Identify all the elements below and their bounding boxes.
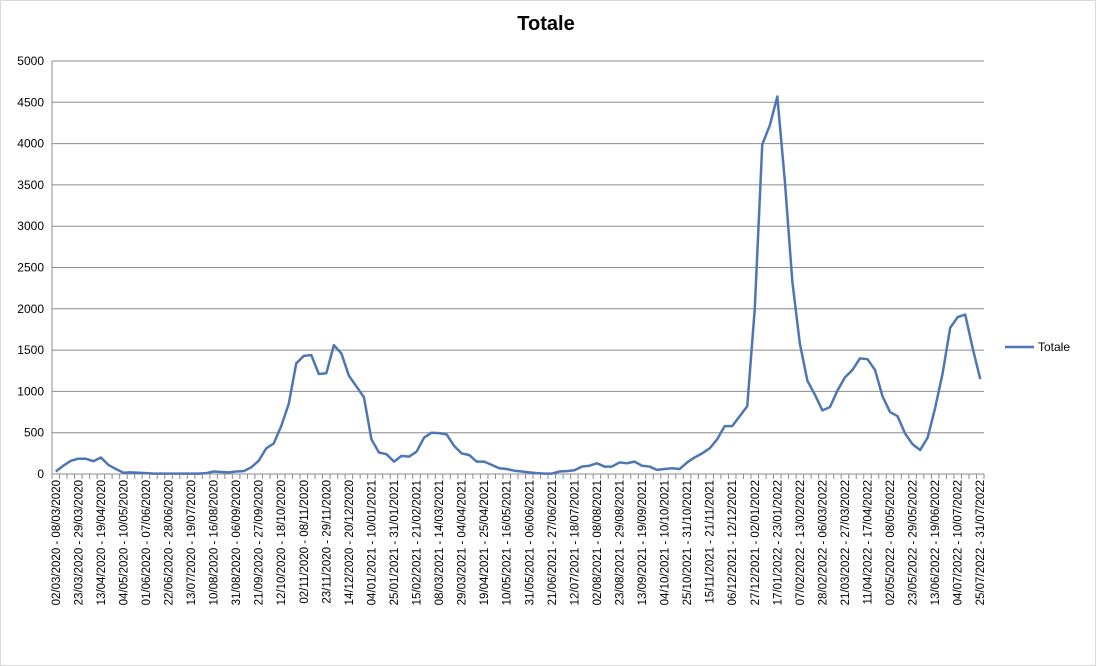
x-tick-label: 04/05/2020 - 10/05/2020 bbox=[118, 480, 130, 605]
y-tick-label: 500 bbox=[24, 426, 44, 440]
x-tick-label: 10/08/2020 - 16/08/2020 bbox=[209, 480, 221, 605]
y-tick-label: 2500 bbox=[17, 261, 44, 275]
x-tick-label: 10/05/2021 - 16/05/2021 bbox=[502, 480, 514, 605]
legend-label: Totale bbox=[1038, 340, 1070, 354]
x-tick-label: 19/04/2021 - 25/04/2021 bbox=[479, 480, 491, 605]
x-tick-label: 13/04/2020 - 19/04/2020 bbox=[96, 480, 108, 605]
x-tick-label: 02/11/2020 - 08/11/2020 bbox=[299, 480, 311, 604]
y-tick-label: 4000 bbox=[17, 137, 44, 151]
x-tick-label: 08/03/2021 - 14/03/2021 bbox=[434, 480, 446, 605]
x-tick-label: 02/05/2022 - 08/05/2022 bbox=[885, 480, 897, 605]
x-tick-label: 31/05/2021 - 06/06/2021 bbox=[524, 480, 536, 605]
x-tick-label: 15/02/2021 - 21/02/2021 bbox=[412, 480, 424, 605]
y-tick-label: 0 bbox=[37, 467, 44, 481]
x-tick-label: 12/10/2020 - 18/10/2020 bbox=[276, 480, 288, 605]
x-tick-label: 12/07/2021 - 18/07/2021 bbox=[569, 480, 581, 605]
x-tick-label: 04/07/2022 - 10/07/2022 bbox=[953, 480, 965, 605]
y-tick-label: 5000 bbox=[17, 54, 44, 68]
y-tick-label: 1000 bbox=[17, 384, 44, 398]
line-series bbox=[54, 95, 982, 475]
x-tick-label: 27/12/2021 - 02/01/2022 bbox=[750, 480, 762, 605]
x-tick-label: 21/09/2020 - 27/09/2020 bbox=[254, 480, 266, 605]
x-tick-label: 21/03/2022 - 27/03/2022 bbox=[840, 480, 852, 605]
x-tick-label: 25/01/2021 - 31/01/2021 bbox=[389, 480, 401, 605]
x-tick-label: 23/05/2022 - 29/05/2022 bbox=[908, 480, 920, 605]
x-tick-label: 13/06/2022 - 19/06/2022 bbox=[930, 480, 942, 605]
chart-title: Totale bbox=[517, 13, 574, 35]
x-tick-label: 23/11/2020 - 29/11/2020 bbox=[321, 480, 333, 604]
x-tick-label: 23/03/2020 - 29/03/2020 bbox=[73, 480, 85, 605]
y-tick-label: 4500 bbox=[17, 95, 44, 109]
x-tick-label: 29/03/2021 - 04/04/2021 bbox=[457, 480, 469, 605]
x-tick-label: 02/08/2021 - 08/08/2021 bbox=[592, 480, 604, 605]
x-tick-label: 15/11/2021 - 21/11/2021 bbox=[705, 480, 717, 604]
x-tick-label: 25/07/2022 - 31/07/2022 bbox=[975, 480, 987, 605]
x-tick-label: 13/07/2020 - 19/07/2020 bbox=[186, 480, 198, 605]
x-tick-label: 28/02/2022 - 06/03/2022 bbox=[817, 480, 829, 605]
x-tick-label: 22/06/2020 - 28/06/2020 bbox=[164, 480, 176, 605]
x-tick-label: 04/10/2021 - 10/10/2021 bbox=[660, 480, 672, 605]
x-tick-label: 23/08/2021 - 29/08/2021 bbox=[614, 480, 626, 605]
x-tick-label: 11/04/2022 - 17/04/2022 bbox=[863, 480, 875, 604]
y-tick-label: 1500 bbox=[17, 343, 44, 357]
x-tick-label: 06/12/2021 - 12/12/2021 bbox=[727, 480, 739, 605]
x-tick-label: 04/01/2021 - 10/01/2021 bbox=[366, 480, 378, 605]
x-tick-label: 25/10/2021 - 31/10/2021 bbox=[682, 480, 694, 605]
y-tick-label: 3000 bbox=[17, 219, 44, 233]
x-tick-label: 02/03/2020 - 08/03/2020 bbox=[51, 480, 63, 605]
x-tick-label: 31/08/2020 - 06/09/2020 bbox=[231, 480, 243, 605]
x-tick-label: 13/09/2021 - 19/09/2021 bbox=[637, 480, 649, 605]
y-tick-label: 3500 bbox=[17, 178, 44, 192]
y-tick-label: 2000 bbox=[17, 302, 44, 316]
x-tick-label: 14/12/2020 - 20/12/2020 bbox=[344, 480, 356, 605]
x-tick-label: 07/02/2022 - 13/02/2022 bbox=[795, 480, 807, 605]
x-tick-label: 21/06/2021 - 27/06/2021 bbox=[547, 480, 559, 605]
x-tick-label: 01/06/2020 - 07/06/2020 bbox=[141, 480, 153, 605]
x-tick-label: 17/01/2022 - 23/01/2022 bbox=[772, 480, 784, 605]
